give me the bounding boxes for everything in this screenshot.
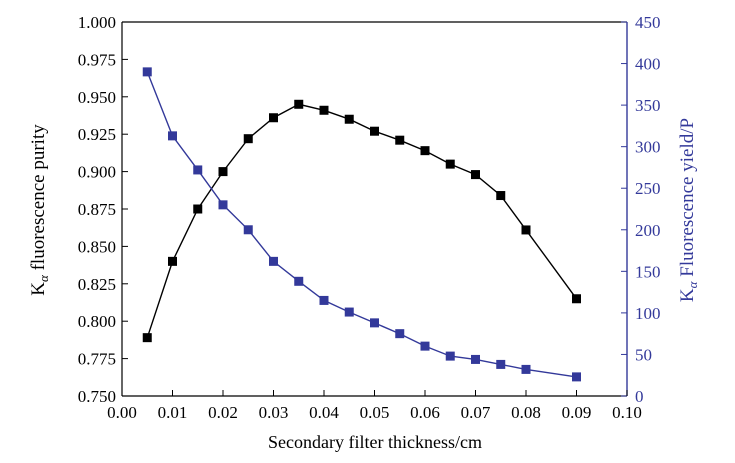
x-axis-tick-label: 0.06 [410,403,440,422]
series-1-point [521,225,531,235]
series-1-point [370,126,379,136]
left-axis-tick-label: 0.875 [78,200,116,219]
left-axis-label-sub: α [36,274,51,282]
x-axis-tick-label: 0.08 [511,403,541,422]
left-axis-tick-label: 0.925 [78,125,116,144]
series-1-point [294,99,304,109]
x-axis-tick-label: 0.05 [360,403,390,422]
left-axis-label-main: K [28,282,49,296]
right-axis-tick-label: 200 [635,221,661,240]
x-axis-tick-label: 0.04 [309,403,339,422]
series-2-point [471,354,480,364]
left-axis-tick-label: 0.975 [78,50,116,69]
series-2-point [572,372,581,382]
series-1-point [572,294,581,304]
series-1-point [269,113,278,123]
series-1-point [445,159,455,169]
series-1-point [496,191,506,201]
right-axis-label: Kα Fluorescence yield/P [677,118,700,302]
series-2-point [142,67,152,77]
right-axis-tick-label: 100 [635,304,661,323]
right-axis-tick-label: 250 [635,179,661,198]
series-1-point [142,333,152,343]
left-axis-tick-label: 0.800 [78,312,116,331]
x-axis-tick-label: 0.02 [208,403,238,422]
left-y-axis: 0.750 0.775 0.800 0.825 0.850 0.875 0.900 0.925… [78,13,128,406]
left-axis-tick-label: 0.750 [78,387,116,406]
series-1-point [420,146,430,156]
series-2-point [218,200,228,210]
series-1-line [146,103,578,338]
x-axis-tick-label: 0.03 [259,403,289,422]
right-axis-label-rest: Fluorescence yield/P [677,118,698,282]
x-axis-label: Secondary filter thickness/cm [268,432,482,452]
left-axis-tick-label: 0.825 [78,275,116,294]
series-2-point [370,318,379,328]
right-axis-tick-label: 50 [635,345,652,364]
series-layer [142,67,581,382]
right-axis-tick-label: 0 [635,387,644,406]
series-2-point [168,131,177,141]
x-axis-tick-label: 0.01 [158,403,188,422]
series-2-point [496,359,506,369]
series-1-point [193,204,203,214]
right-axis-label-main: K [677,288,698,302]
left-axis-tick-label: 1.000 [78,13,116,32]
series-2-line [146,71,577,378]
series-1-point [471,170,480,180]
series-1-point [395,135,405,145]
series-2-point [420,341,430,351]
series-2-point [395,329,405,339]
right-axis-tick-label: 400 [635,55,661,74]
left-axis-tick-label: 0.850 [78,237,116,256]
x-axis-tick-label: 0.00 [107,403,137,422]
series-2-point [243,225,253,235]
left-axis-tick-label: 0.775 [78,350,116,369]
x-axis-tick-label: 0.09 [562,403,592,422]
series-1-point [319,105,329,115]
right-axis-tick-label: 150 [635,262,661,281]
series-1-point [243,134,253,144]
series-1-point [168,256,177,266]
right-axis-tick-label: 350 [635,96,661,115]
series-2-point [193,165,203,175]
left-axis-tick-label: 0.950 [78,88,116,107]
series-2-point [294,276,304,286]
x-axis-tick-label: 0.07 [461,403,491,422]
right-axis-label-sub: α [685,280,700,288]
right-y-axis: 0 50 100 150 200 250 300 350 400 450 [621,13,661,406]
series-2-point [521,364,531,374]
x-axis: 0.00 0.01 0.02 0.03 0.04 0.05 0.06 0.07 0.08 0.09… [107,390,642,422]
series-2-point [319,295,329,305]
series-1-point [344,114,354,124]
left-axis-label-rest: fluorescence purity [28,124,49,275]
right-axis-tick-label: 300 [635,138,661,157]
x-axis-tick-label: 0.10 [612,403,642,422]
series-2-point [269,256,278,266]
right-axis-tick-label: 450 [635,13,661,32]
series-2-point [445,351,455,361]
series-1-point [218,167,228,177]
series-2-point [344,307,354,317]
left-axis-tick-label: 0.900 [78,163,116,182]
left-axis-label: Kα fluorescence purity [28,124,51,296]
